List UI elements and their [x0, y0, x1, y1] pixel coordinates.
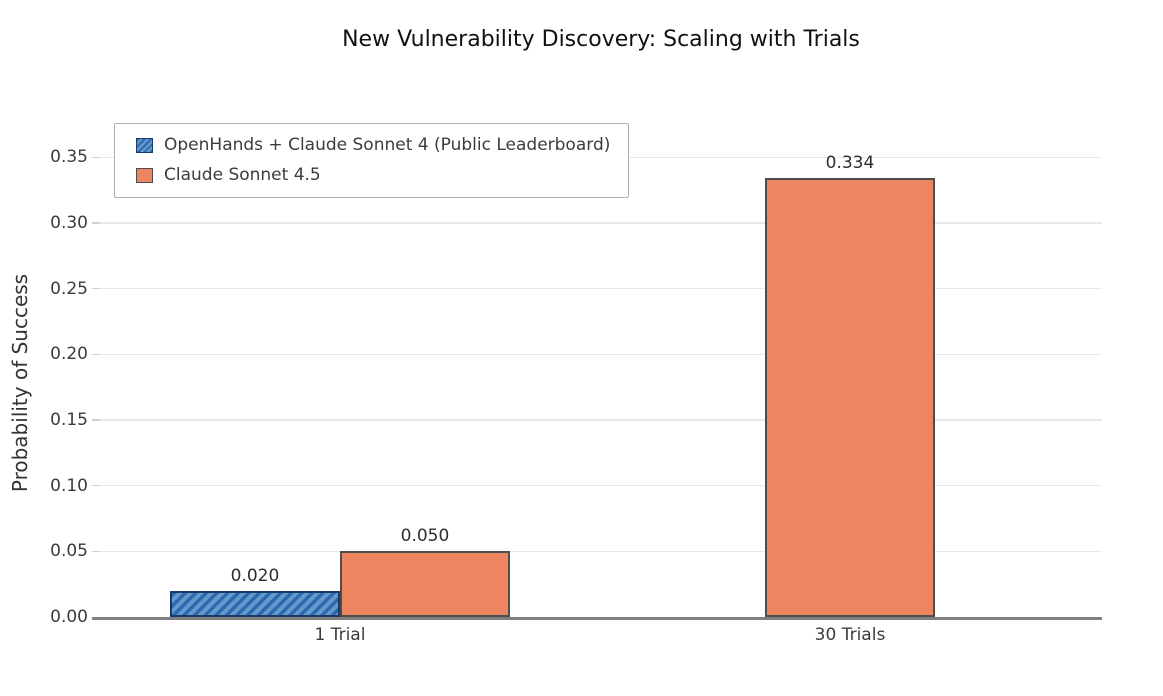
- bar: [169, 590, 340, 617]
- gridline: [100, 550, 1102, 553]
- y-tick-mark: [92, 156, 100, 159]
- legend-swatch: [136, 168, 153, 183]
- legend-item: OpenHands + Claude Sonnet 4 (Public Lead…: [136, 135, 610, 156]
- y-tick-label: 0.00: [50, 607, 88, 627]
- y-axis-label: Probability of Success: [8, 273, 32, 493]
- x-tick-label: 30 Trials: [814, 625, 886, 645]
- y-tick-label: 0.20: [50, 344, 88, 365]
- gridline: [100, 419, 1102, 421]
- y-tick-label: 0.10: [50, 475, 88, 496]
- x-axis-line: [92, 617, 1102, 620]
- legend-label: OpenHands + Claude Sonnet 4 (Public Lead…: [164, 135, 611, 155]
- y-tick-mark: [92, 550, 100, 553]
- bar-value-label: 0.020: [230, 565, 280, 586]
- y-tick-label: 0.15: [50, 409, 88, 430]
- gridline: [100, 484, 1102, 487]
- y-tick-label: 0.30: [50, 212, 88, 233]
- bar: [764, 178, 935, 617]
- legend: OpenHands + Claude Sonnet 4 (Public Lead…: [114, 123, 630, 198]
- legend-item: Claude Sonnet 4.5: [136, 165, 610, 186]
- y-tick-label: 0.35: [50, 147, 88, 168]
- gridline: [100, 222, 1102, 224]
- y-tick-label: 0.05: [50, 541, 88, 562]
- legend-swatch: [136, 138, 153, 153]
- bar-value-label: 0.334: [825, 153, 875, 174]
- y-tick-mark: [92, 222, 100, 224]
- chart-title: New Vulnerability Discovery: Scaling wit…: [342, 27, 860, 52]
- plot-area: 0.00 0.05 0.10 0.15 0.20 0.25 0.30 0.35 0.020 0.0…: [50, 131, 1102, 645]
- gridline: [100, 353, 1102, 356]
- x-tick-label: 1 Trial: [314, 625, 366, 645]
- y-tick-mark: [92, 353, 100, 356]
- y-tick-mark: [92, 287, 100, 290]
- y-tick-label: 0.25: [50, 278, 88, 299]
- gridline: [100, 287, 1102, 290]
- y-tick-mark: [92, 484, 100, 487]
- legend-label: Claude Sonnet 4.5: [164, 165, 321, 185]
- bar: [339, 551, 510, 617]
- y-tick-mark: [92, 419, 100, 421]
- bar-value-label: 0.050: [400, 526, 450, 547]
